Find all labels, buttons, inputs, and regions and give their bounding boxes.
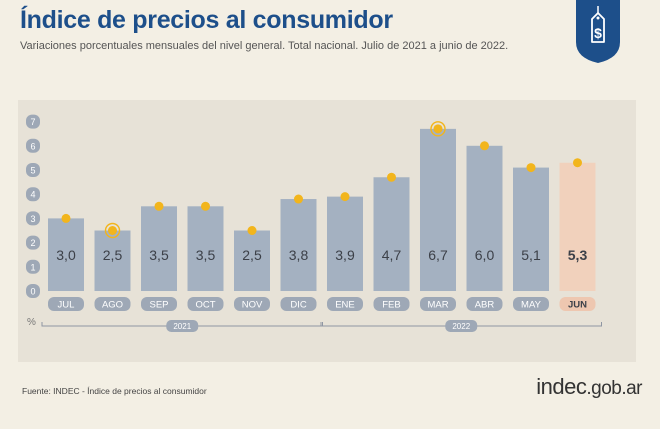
marker-ring [430,121,446,137]
bar-value-label: 4,7 [382,247,402,263]
y-tick-label: 4 [30,190,35,200]
year-label: 2021 [173,322,191,331]
brand-logo: indec.gob.ar [536,374,642,400]
bar-marker [480,141,489,151]
y-tick-label: 3 [30,214,35,224]
month-badge [141,297,177,311]
marker-ring [104,222,121,239]
svg-text:$: $ [594,25,602,41]
bar-marker [61,213,71,223]
month-badge [234,297,270,311]
month-label: MAY [521,300,542,311]
bar [513,167,549,291]
bar-value-label: 2,5 [242,247,262,263]
bar-chart: 0 1 2 3 4 5 6 7% 3,0 JUL 2,5 AGO 3,5 SEP 3,5 OCT 2,5 NOV 3… [26,114,602,332]
month-badge [559,297,596,311]
bar [280,199,317,291]
y-tick-badge [26,138,40,153]
y-tick-label: 7 [30,117,35,127]
bar-value-label: 5,1 [521,247,541,263]
bar-value-label: 6,7 [428,247,448,263]
bar-value-label: 3,9 [335,247,355,263]
y-tick-badge [26,187,40,202]
bar [187,206,224,291]
bar-marker [108,226,117,235]
bar [466,145,503,291]
price-tag-logo-icon: $ [576,0,620,63]
page-title: Índice de precios al consumidor [20,6,393,34]
chart-panel: 0 1 2 3 4 5 6 7% 3,0 JUL 2,5 AGO 3,5 SEP 3,5 OCT 2,5 NOV 3… [18,100,636,362]
bar-marker [154,201,164,211]
bar-marker [526,163,536,173]
month-label: OCT [195,300,215,311]
bar [141,206,177,291]
bar-value-label: 3,5 [196,247,216,263]
y-tick-badge [26,235,40,250]
y-tick-badge [26,284,40,298]
bar [373,177,410,291]
bar-value-label: 3,8 [289,247,309,263]
month-label: JUN [568,300,587,311]
bar [420,128,456,291]
bar-marker [573,158,582,168]
bar-marker [247,226,257,235]
source-note: Fuente: INDEC - Índice de precios al con… [22,386,207,396]
y-axis-label: % [27,317,36,328]
bar [559,162,596,291]
month-badge [420,297,456,311]
y-tick-badge [26,211,40,226]
year-label: 2022 [452,322,470,331]
y-tick-label: 6 [30,141,35,151]
bar-value-label: 6,0 [475,247,495,263]
bar-value-label: 3,0 [56,247,76,263]
year-badge [445,320,478,332]
month-badge [187,297,224,311]
page-subtitle: Variaciones porcentuales mensuales del n… [20,40,509,52]
bar [94,230,131,291]
month-label: FEB [382,300,400,311]
y-tick-label: 5 [30,166,35,176]
month-badge [94,297,131,311]
month-label: JUL [58,300,75,311]
y-tick-label: 0 [30,287,35,297]
month-badge [280,297,317,311]
bar-marker [387,172,396,182]
brand-main: indec [536,374,587,399]
month-label: DIC [290,300,307,311]
y-tick-badge [26,259,40,274]
month-label: NOV [242,300,263,311]
brand-domain: .gob.ar [586,378,642,399]
y-tick-badge [26,163,40,177]
bar-marker [433,124,443,134]
bar-marker [201,201,210,211]
bar [234,230,270,291]
y-tick-label: 2 [30,238,35,248]
y-tick-badge [26,114,40,129]
bar [48,218,84,291]
month-badge [373,297,410,311]
bar-value-label: 3,5 [149,247,169,263]
month-badge [48,297,84,311]
month-label: SEP [149,300,168,311]
bar-value-label: 2,5 [103,247,123,263]
bar-marker [340,192,350,202]
bar-value-label: 5,3 [568,247,588,263]
month-label: AGO [102,300,123,311]
y-tick-label: 1 [30,262,35,272]
month-label: MAR [427,300,448,311]
bar [327,196,363,291]
month-badge [466,297,503,311]
month-label: ENE [335,300,355,311]
bar-marker [294,194,303,204]
month-badge [513,297,549,311]
month-label: ABR [475,300,495,311]
month-badge [327,297,363,311]
year-badge [166,320,199,332]
